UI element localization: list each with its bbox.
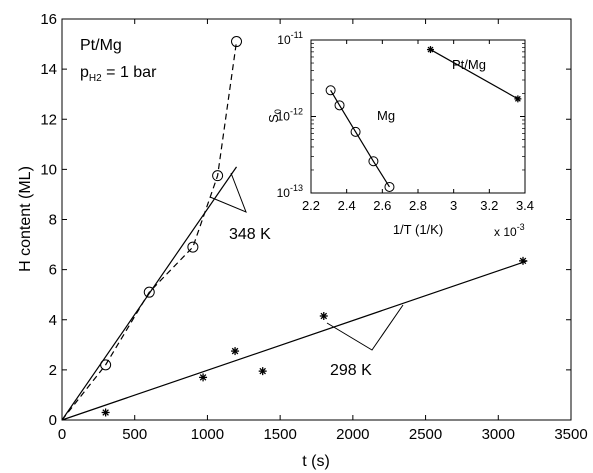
main-star-point (258, 367, 267, 376)
main-x-axis-label: t (s) (302, 453, 330, 470)
inset-fit-lines (330, 49, 519, 188)
inset-data-markers (325, 46, 522, 192)
main-data-markers (100, 36, 528, 417)
inset-y-label-main: S (266, 114, 281, 123)
main-circle-point (187, 241, 199, 253)
system-label: Pt/Mg (80, 37, 122, 54)
inset-y-tick-exp: -13 (290, 183, 303, 193)
pressure-label: pH2 = 1 bar (80, 64, 157, 84)
inset-x-tick-label: 2.6 (373, 198, 391, 213)
main-star-point (231, 347, 240, 356)
main-circle-point (212, 170, 224, 182)
main-x-tick-label: 1500 (263, 426, 296, 443)
inset-y-tick-label: 10-11 (277, 30, 303, 47)
main-y-tick-label: 16 (40, 11, 57, 28)
main-y-tick-label: 14 (40, 61, 57, 78)
main-y-tick-label: 2 (49, 362, 57, 379)
main-star-point (319, 311, 328, 320)
main-circle-point (231, 36, 243, 48)
inset-x-ticks: 2.2 2.4 2.6 2.8 3 3.2 3.4 (302, 40, 534, 213)
main-line-solid-1 (61, 260, 528, 421)
main-y-tick-label: 12 (40, 111, 57, 128)
inset-x-tick-label: 3.4 (516, 198, 534, 213)
main-y-tick-label: 4 (49, 312, 57, 329)
main-star-point (199, 373, 208, 382)
pressure-subscript: H2 (89, 73, 102, 84)
main-x-tick-label: 2500 (409, 426, 442, 443)
inset-y-tick-label: 10-13 (277, 183, 303, 200)
inset-circle-point (334, 100, 345, 111)
main-x-ticks: 0 500 1000 1500 2000 2500 3000 3500 (58, 19, 588, 443)
main-x-tick-label: 3500 (554, 426, 587, 443)
main-line-dashed-2 (61, 41, 238, 421)
main-x-tick-label: 3000 (482, 426, 515, 443)
main-circle-point (143, 286, 155, 298)
label-348k: 348 K (229, 226, 271, 243)
main-x-tick-label: 1000 (191, 426, 224, 443)
inset-y-tick-label: 10-12 (277, 107, 303, 124)
inset-line-1 (430, 49, 519, 100)
inset-x-axis-label: 1/T (1/K) (393, 222, 443, 237)
pressure-prefix: p (80, 64, 89, 81)
main-x-tick-label: 0 (58, 426, 66, 443)
inset-star-point (426, 46, 434, 54)
inset-x-multiplier: x 10-3 (494, 222, 525, 239)
inset-x-multiplier-exp: -3 (517, 222, 525, 232)
inset-x-multiplier-base: x 10 (494, 225, 517, 239)
main-y-tick-label: 0 (49, 412, 57, 429)
bracket-348k (209, 172, 247, 213)
main-star-point (519, 256, 528, 265)
inset-line-0 (330, 89, 390, 188)
inset-y-axis-label: S0 (266, 109, 283, 123)
inset-x-tick-label: 3.2 (480, 198, 498, 213)
inset-circle-point (350, 126, 361, 137)
inset-x-tick-label: 3 (450, 198, 457, 213)
main-y-ticks: 0 2 4 6 8 10 12 14 16 (40, 11, 571, 429)
main-line-solid-0 (61, 166, 238, 421)
inset-y-label-sub: 0 (273, 109, 283, 114)
inset-y-tick-exp: -12 (290, 107, 303, 117)
inset-circle-point (368, 156, 379, 167)
pressure-suffix: = 1 bar (102, 64, 157, 81)
inset-x-tick-label: 2.8 (409, 198, 427, 213)
inset-star-point (514, 95, 522, 103)
main-y-axis-label: H content (ML) (17, 166, 34, 272)
inset-series-label-mg: Mg (377, 108, 395, 123)
inset-x-tick-label: 2.4 (338, 198, 356, 213)
main-circle-point (100, 359, 112, 371)
main-y-tick-label: 6 (49, 262, 57, 279)
main-x-tick-label: 2000 (336, 426, 369, 443)
bracket-298k (326, 304, 404, 351)
inset-y-tick-exp: -11 (291, 30, 303, 40)
inset-series-label-ptmg: Pt/Mg (452, 57, 486, 72)
main-star-point (101, 408, 110, 417)
inset-y-tick-base: 10 (277, 186, 291, 200)
main-y-tick-label: 8 (49, 212, 57, 229)
inset-circle-point (325, 85, 336, 96)
inset-y-tick-base: 10 (277, 33, 291, 47)
main-fit-lines (61, 41, 528, 421)
main-x-tick-label: 500 (122, 426, 147, 443)
inset-x-tick-label: 2.2 (302, 198, 320, 213)
inset-background (311, 40, 525, 193)
inset-y-tick-base: 10 (277, 110, 291, 124)
label-298k: 298 K (330, 362, 372, 379)
main-y-tick-label: 10 (40, 161, 57, 178)
inset-circle-point (384, 181, 395, 192)
